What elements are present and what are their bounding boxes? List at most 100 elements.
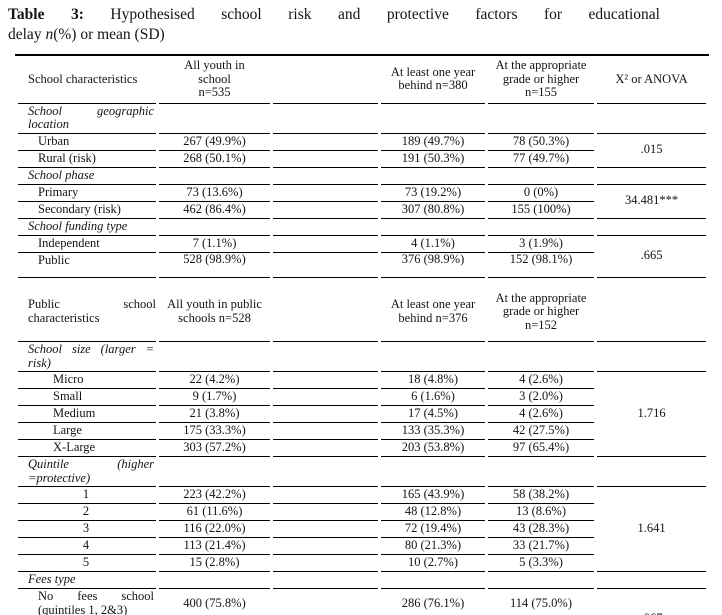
spacer-cell <box>597 572 706 589</box>
table-row: 1 223 (42.2%) 165 (43.9%) 58 (38.2%) 1.641 <box>18 487 706 572</box>
row-label-cell: Micro <box>18 372 156 389</box>
value-cell: 42 (27.5%) <box>488 423 594 440</box>
spacer-cell <box>273 253 378 278</box>
value-cell: 462 (86.4%) <box>159 202 270 219</box>
value-cell: 43 (28.3%) <box>488 521 594 538</box>
section-row: School phase <box>18 168 706 185</box>
spacer-cell <box>273 134 378 151</box>
value-cell: 4 (1.1%) <box>381 236 485 253</box>
row-label-cell: Medium <box>18 406 156 423</box>
table-row: Urban 267 (49.9%) 189 (49.7%) 78 (50.3%) .01… <box>18 134 706 168</box>
value-cell: 3 (1.9%) <box>488 236 594 253</box>
spacer-cell <box>273 555 378 572</box>
table-row: Secondary (risk) 462 (86.4%) 307 (80.8%) 15… <box>18 202 706 219</box>
value-cell: 175 (33.3%) <box>159 423 270 440</box>
spacer-cell <box>273 202 378 219</box>
table-row: Public 528 (98.9%) 376 (98.9%) 152 (98.1%) <box>18 253 706 278</box>
row-label-cell: 3 <box>18 521 156 538</box>
value-cell: 3 (2.0%) <box>488 389 594 406</box>
spacer-cell <box>488 104 594 134</box>
value-cell: 6 (1.6%) <box>381 389 485 406</box>
spacer-cell <box>159 168 270 185</box>
spacer-cell <box>597 342 706 372</box>
title-italic-n: n <box>45 26 54 43</box>
table-row: Primary 73 (13.6%) 73 (19.2%) 0 (0%) 34.481*… <box>18 185 706 219</box>
spacer-cell <box>273 219 378 236</box>
row-label-cell: Urban <box>18 134 156 151</box>
value-cell: 133 (35.3%) <box>381 423 485 440</box>
value-cell: 21 (3.8%) <box>159 406 270 423</box>
spacer-cell <box>273 589 378 615</box>
column-header-appropriate-grade: At the appropriate grade or higher n=152 <box>488 278 594 342</box>
spacer-cell <box>381 219 485 236</box>
public-school-factors-table: Public school characteristics All youth … <box>15 278 709 615</box>
value-cell: 113 (21.4%) <box>159 538 270 555</box>
spacer-cell <box>273 151 378 168</box>
table-number-label: Table 3: <box>8 6 84 23</box>
value-cell: 155 (100%) <box>488 202 594 219</box>
row-label-cell: Large <box>18 423 156 440</box>
title-text: (%) or mean (SD) <box>53 26 165 43</box>
value-cell: 400 (75.8%) <box>159 589 270 615</box>
value-cell: 4 (2.6%) <box>488 406 594 423</box>
value-cell: 10 (2.7%) <box>381 555 485 572</box>
header-row: School characteristics All youth in scho… <box>18 56 706 104</box>
spacer-cell <box>273 236 378 253</box>
value-cell: 528 (98.9%) <box>159 253 270 278</box>
table-row: 5 15 (2.8%) 10 (2.7%) 5 (3.3%) <box>18 555 706 572</box>
row-label-cell: 2 <box>18 504 156 521</box>
section-row: School geographic location <box>18 104 706 134</box>
value-cell: 116 (22.0%) <box>159 521 270 538</box>
title-text: Hypothesised school risk and protective … <box>83 6 660 23</box>
spacer-cell <box>488 457 594 487</box>
value-cell: 22 (4.2%) <box>159 372 270 389</box>
spacer-cell <box>273 406 378 423</box>
spacer-header <box>273 56 378 104</box>
value-cell: 72 (19.4%) <box>381 521 485 538</box>
value-cell: 5 (3.3%) <box>488 555 594 572</box>
table2-body: School size (larger = risk) Micro 22 (4.2%… <box>18 342 706 615</box>
column-header-one-year-behind: At least one year behind n=376 <box>381 278 485 342</box>
value-cell: 15 (2.8%) <box>159 555 270 572</box>
table-row: 3 116 (22.0%) 72 (19.4%) 43 (28.3%) <box>18 521 706 538</box>
table-row: No fees school (quintiles 1, 2&3) 400 (75… <box>18 589 706 615</box>
value-cell: 114 (75.0%) <box>488 589 594 615</box>
spacer-cell <box>381 168 485 185</box>
spacer-cell <box>597 104 706 134</box>
table-row: Small 9 (1.7%) 6 (1.6%) 3 (2.0%) <box>18 389 706 406</box>
spacer-cell <box>273 487 378 504</box>
spacer-cell <box>273 389 378 406</box>
spacer-cell <box>488 572 594 589</box>
spacer-cell <box>159 572 270 589</box>
row-label-cell: 1 <box>18 487 156 504</box>
value-cell: 165 (43.9%) <box>381 487 485 504</box>
value-cell: 18 (4.8%) <box>381 372 485 389</box>
value-cell: 61 (11.6%) <box>159 504 270 521</box>
stat-cell: .665 <box>597 236 706 278</box>
value-cell: 9 (1.7%) <box>159 389 270 406</box>
column-header-appropriate-grade: At the appropriate grade or higher n=155 <box>488 56 594 104</box>
spacer-cell <box>159 342 270 372</box>
value-cell: 80 (21.3%) <box>381 538 485 555</box>
row-label-cell: Public <box>18 253 156 278</box>
spacer-header <box>273 278 378 342</box>
value-cell: 7 (1.1%) <box>159 236 270 253</box>
stat-cell: 1.716 <box>597 372 706 457</box>
spacer-cell <box>488 168 594 185</box>
table-row: Micro 22 (4.2%) 18 (4.8%) 4 (2.6%) 1.716 <box>18 372 706 457</box>
table-row: 4 113 (21.4%) 80 (21.3%) 33 (21.7%) <box>18 538 706 555</box>
spacer-cell <box>597 168 706 185</box>
value-cell: 191 (50.3%) <box>381 151 485 168</box>
value-cell: 77 (49.7%) <box>488 151 594 168</box>
value-cell: 97 (65.4%) <box>488 440 594 457</box>
row-label-cell: 5 <box>18 555 156 572</box>
row-label-cell: Small <box>18 389 156 406</box>
table-title: Table 3: Hypothesised school risk and pr… <box>8 5 660 45</box>
column-header-all-youth: All youth in school n=535 <box>159 56 270 104</box>
row-label-cell: No fees school (quintiles 1, 2&3) <box>18 589 156 615</box>
section-label-cell: School phase <box>18 168 156 185</box>
row-label-cell: 4 <box>18 538 156 555</box>
value-cell: 268 (50.1%) <box>159 151 270 168</box>
section-row: Fees type <box>18 572 706 589</box>
column-header-one-year-behind: At least one year behind n=380 <box>381 56 485 104</box>
